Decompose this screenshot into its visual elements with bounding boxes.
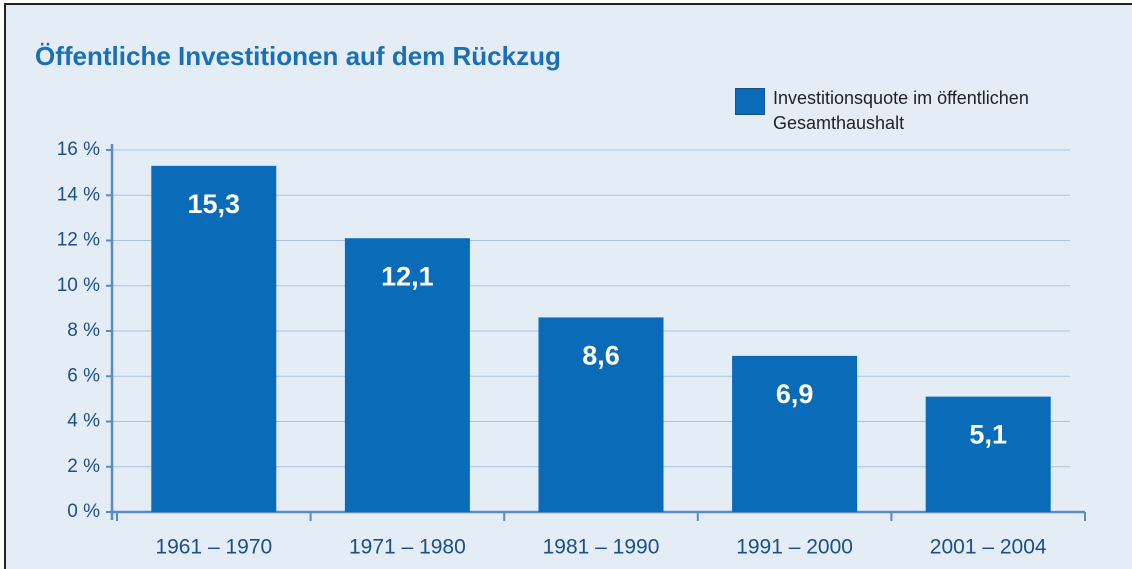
data-label: 5,1: [969, 420, 1007, 450]
data-label: 12,1: [381, 261, 434, 291]
y-tick-label: 4 %: [67, 411, 100, 432]
y-tick-label: 2 %: [67, 456, 100, 477]
data-label: 15,3: [188, 189, 241, 219]
data-label: 8,6: [582, 341, 620, 371]
x-tick-label: 1971 – 1980: [349, 536, 466, 559]
bar: [344, 238, 470, 513]
bar: [732, 355, 858, 512]
y-tick-label: 10 %: [57, 275, 100, 296]
y-tick-label: 14 %: [57, 184, 100, 205]
bar: [538, 317, 664, 512]
data-label: 6,9: [776, 379, 814, 409]
x-tick-label: 1961 – 1970: [155, 536, 272, 559]
y-tick-label: 8 %: [67, 320, 100, 341]
y-tick-label: 12 %: [57, 230, 100, 251]
legend: Investitionsquote im öffentlichen Gesamt…: [735, 88, 1103, 136]
legend-swatch: [735, 88, 765, 115]
y-tick-label: 0 %: [67, 501, 100, 522]
legend-label: Investitionsquote im öffentlichen Gesamt…: [773, 88, 1029, 133]
y-tick-label: 16 %: [57, 139, 100, 160]
y-tick-label: 6 %: [67, 365, 100, 386]
bar: [151, 165, 277, 512]
bar: [925, 396, 1051, 512]
x-tick-label: 2001 – 2004: [930, 536, 1047, 559]
x-tick-label: 1981 – 1990: [543, 536, 660, 559]
x-tick-label: 1991 – 2000: [736, 536, 853, 559]
chart-title: Öffentliche Investitionen auf dem Rückzu…: [35, 41, 561, 71]
